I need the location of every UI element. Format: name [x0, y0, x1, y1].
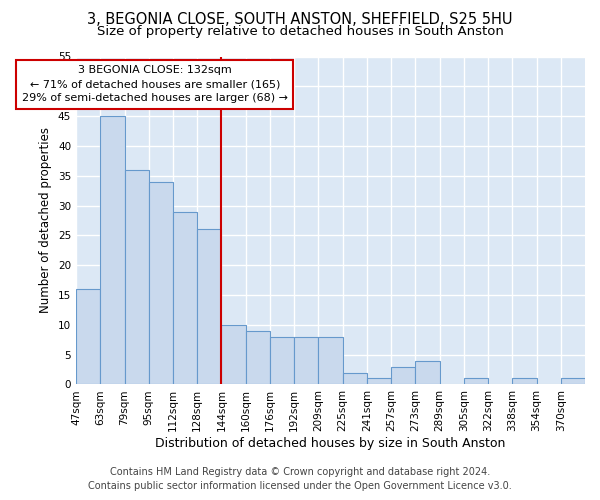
Bar	[561, 378, 585, 384]
Bar	[343, 372, 367, 384]
Bar	[319, 337, 343, 384]
Bar	[415, 360, 440, 384]
Bar	[391, 366, 415, 384]
Bar	[149, 182, 173, 384]
Bar	[294, 337, 319, 384]
Bar	[464, 378, 488, 384]
Bar	[221, 325, 245, 384]
Bar	[173, 212, 197, 384]
Y-axis label: Number of detached properties: Number of detached properties	[40, 128, 52, 314]
Bar	[245, 331, 270, 384]
Bar	[367, 378, 391, 384]
Bar	[197, 230, 221, 384]
Bar	[76, 289, 100, 384]
Text: Contains HM Land Registry data © Crown copyright and database right 2024.
Contai: Contains HM Land Registry data © Crown c…	[88, 467, 512, 491]
Text: 3 BEGONIA CLOSE: 132sqm
← 71% of detached houses are smaller (165)
29% of semi-d: 3 BEGONIA CLOSE: 132sqm ← 71% of detache…	[22, 66, 288, 104]
Bar	[125, 170, 149, 384]
Bar	[512, 378, 536, 384]
Text: Size of property relative to detached houses in South Anston: Size of property relative to detached ho…	[97, 25, 503, 38]
Bar	[270, 337, 294, 384]
Text: 3, BEGONIA CLOSE, SOUTH ANSTON, SHEFFIELD, S25 5HU: 3, BEGONIA CLOSE, SOUTH ANSTON, SHEFFIEL…	[87, 12, 513, 28]
Bar	[100, 116, 125, 384]
X-axis label: Distribution of detached houses by size in South Anston: Distribution of detached houses by size …	[155, 437, 506, 450]
